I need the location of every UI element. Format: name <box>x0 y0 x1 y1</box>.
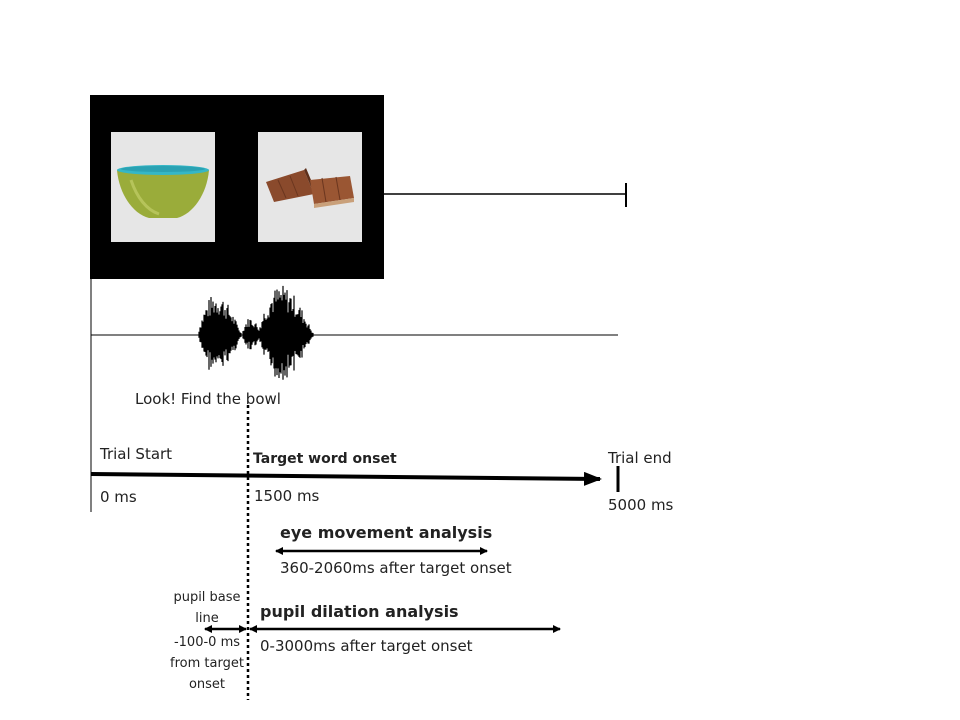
trial-start-time: 0 ms <box>100 488 137 506</box>
chocolate-icon <box>266 168 354 208</box>
pupil-baseline-title: pupil base line <box>173 590 241 626</box>
pupil-dilation-title: pupil dilation analysis <box>260 602 459 621</box>
trial-start-label: Trial Start <box>100 445 173 463</box>
pupil-dilation-window: 0-3000ms after target onset <box>260 637 473 655</box>
target-onset-label: Target word onset <box>253 451 397 467</box>
trial-end-label: Trial end <box>608 449 672 467</box>
chocolate-picture <box>258 132 362 242</box>
eye-movement-title: eye movement analysis <box>280 523 493 542</box>
speech-waveform <box>198 285 314 380</box>
eye-movement-window: 360-2060ms after target onset <box>280 559 512 577</box>
pupil-baseline-window: -100-0 ms from target onset <box>170 635 244 692</box>
bowl-icon <box>117 165 209 218</box>
target-onset-time: 1500 ms <box>254 487 320 505</box>
bowl-picture <box>111 132 215 242</box>
stimulus-display <box>90 95 384 279</box>
trial-end-time: 5000 ms <box>608 496 674 514</box>
spoken-sentence: Look! Find the bowl <box>135 390 281 408</box>
main-timeline-arrow <box>90 471 602 486</box>
